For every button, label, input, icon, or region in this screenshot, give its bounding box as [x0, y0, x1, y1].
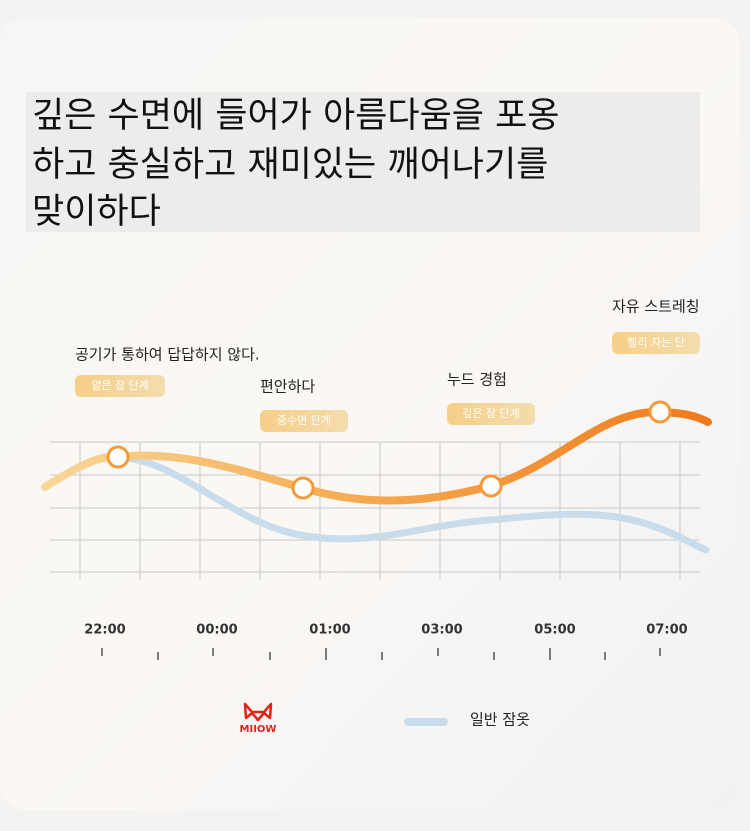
stage-label: 중수면 단계	[277, 414, 331, 427]
time-label: 07:00	[646, 623, 687, 638]
stage-pill	[260, 410, 348, 432]
stage-label: 깊은 잠 단계	[462, 407, 520, 420]
grid	[50, 441, 700, 580]
brand-icon	[243, 702, 273, 722]
legend-label: 일반 잠옷	[470, 711, 530, 729]
markers	[106, 400, 672, 500]
time-label: 05:00	[534, 623, 575, 638]
time-ticks	[101, 648, 661, 660]
annotation: 편안하다	[260, 378, 315, 396]
stage-pill	[75, 375, 165, 397]
marker	[479, 474, 503, 498]
time-label: 01:00	[309, 623, 350, 638]
time-label: 03:00	[421, 623, 462, 638]
title-box	[26, 92, 700, 232]
time-label: 00:00	[196, 623, 237, 638]
stage-pill	[447, 403, 535, 425]
annotation: 공기가 통하여 답답하지 않다.	[75, 346, 260, 364]
title-line: 하고 충실하고 재미있는 깨어나기를	[32, 145, 548, 185]
marker	[106, 445, 130, 469]
regular-curve	[114, 453, 710, 554]
annotation: 누드 경험	[447, 371, 507, 389]
time-label: 22:00	[84, 623, 125, 638]
marker	[648, 400, 672, 424]
legend-label: MIIOW	[240, 724, 277, 735]
title-line: 깊은 수면에 들어가 아름다움을 포옹	[32, 96, 560, 136]
annotation: 자유 스트레칭	[612, 298, 700, 316]
stage-label: 얕은 잠 단계	[91, 379, 149, 392]
stage-pill	[612, 332, 700, 354]
stage-label: 빨리 자는 단	[627, 336, 685, 349]
title-line: 맞이하다	[32, 192, 161, 232]
marker	[291, 476, 315, 500]
